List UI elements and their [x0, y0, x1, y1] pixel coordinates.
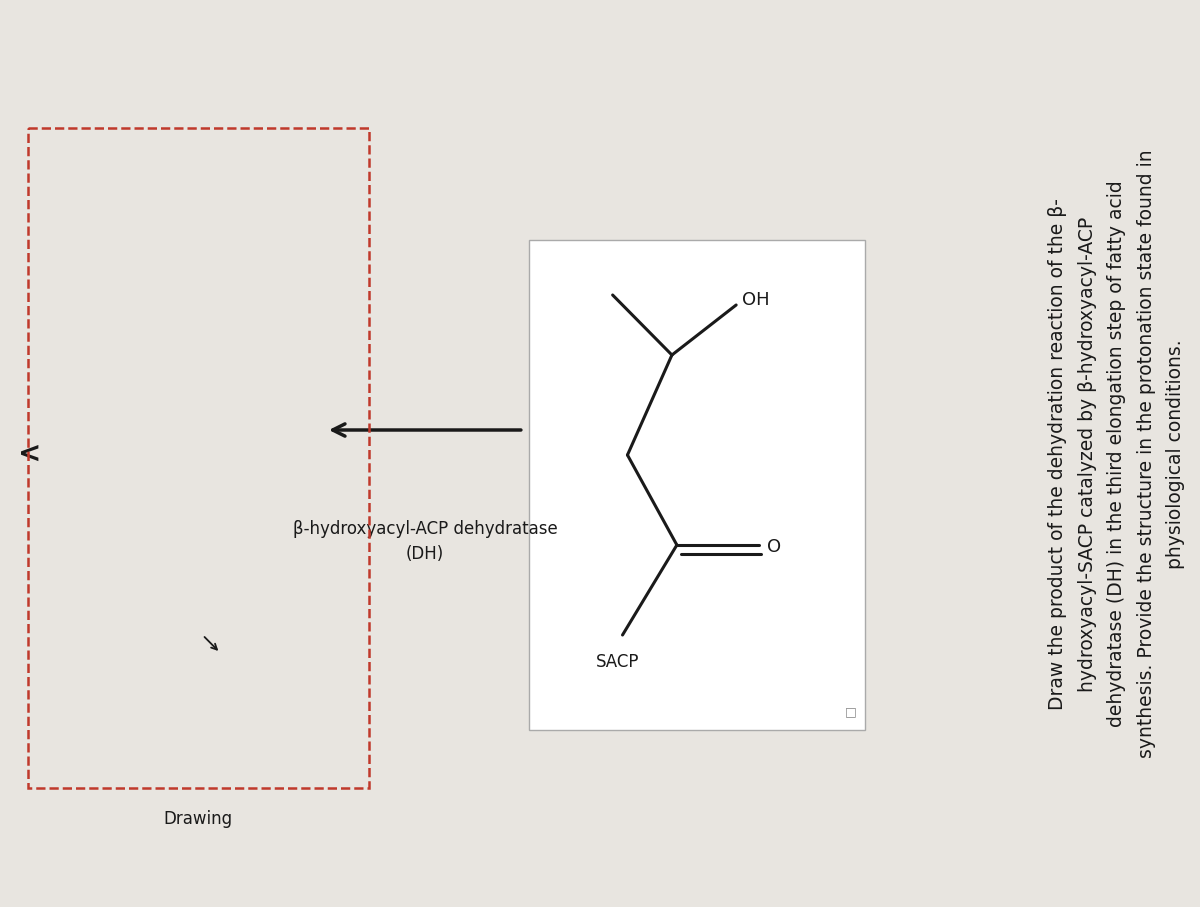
- Text: OH: OH: [742, 291, 769, 309]
- Text: SACP: SACP: [596, 653, 640, 671]
- Text: O: O: [767, 538, 781, 556]
- Bar: [28, 128, 368, 788]
- Text: <: <: [18, 440, 41, 468]
- Bar: [529, 240, 865, 730]
- Text: Drawing: Drawing: [163, 810, 233, 828]
- Text: β-hydroxyacyl-ACP dehydratase
(DH): β-hydroxyacyl-ACP dehydratase (DH): [293, 520, 557, 563]
- Text: □: □: [845, 705, 857, 718]
- Text: Draw the product of the dehydration reaction of the β-
hydroxyacyl-SACP catalyze: Draw the product of the dehydration reac…: [1048, 150, 1186, 758]
